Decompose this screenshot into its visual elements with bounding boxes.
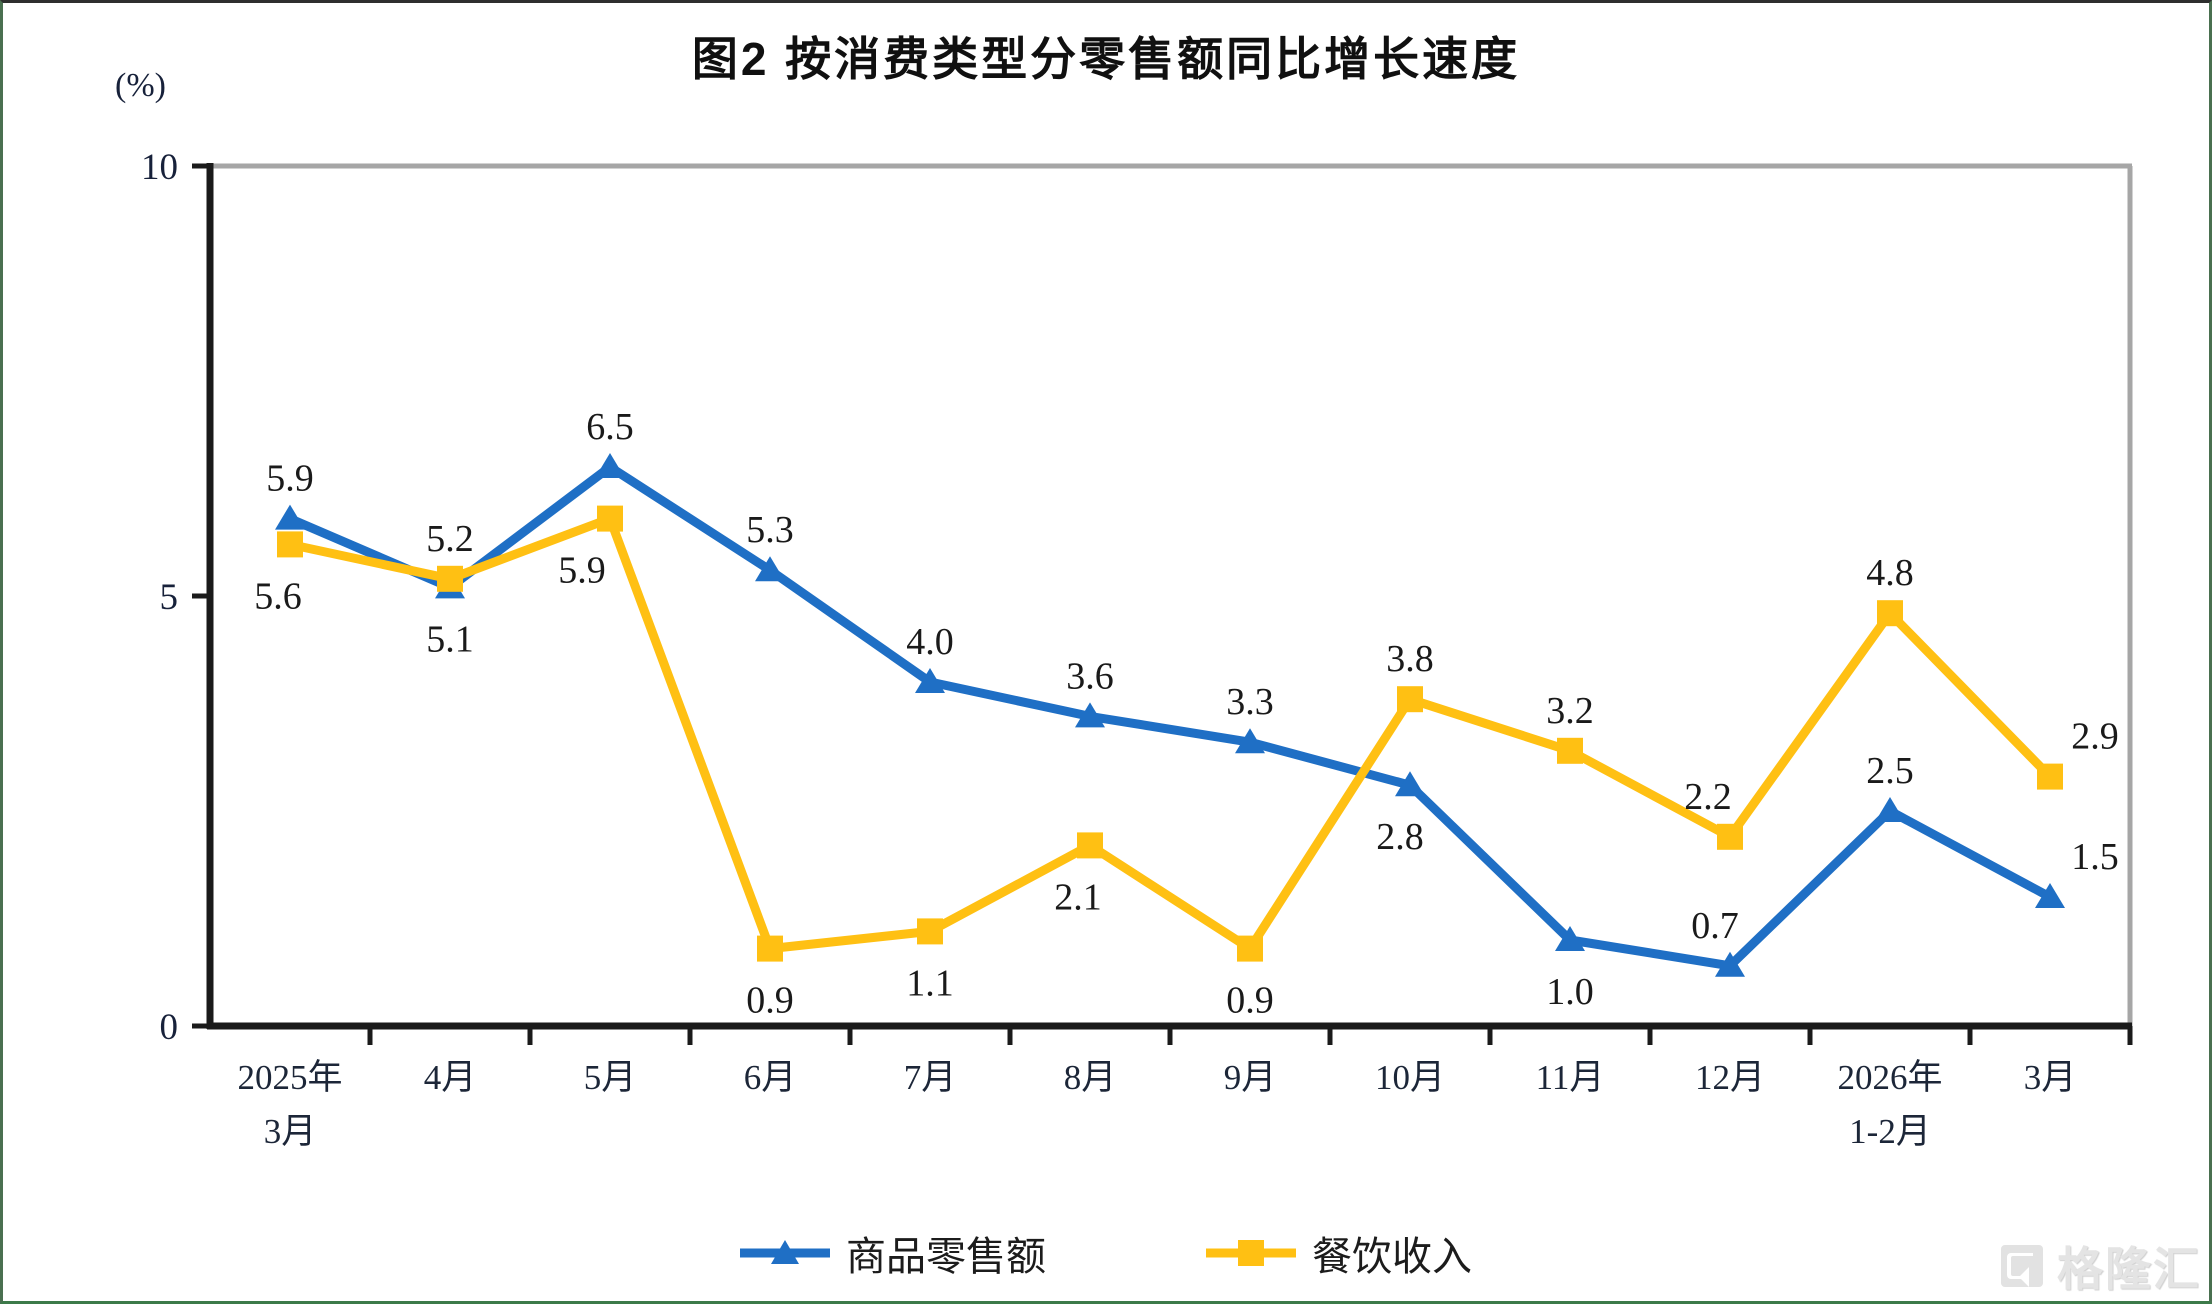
triangle-marker [755, 556, 785, 582]
triangle-marker [1555, 926, 1585, 951]
triangle-marker [275, 504, 305, 530]
data-label: 3.6 [1066, 655, 1114, 697]
data-label: 1.1 [906, 962, 954, 1004]
x-axis-label: 12月 [1694, 1058, 1765, 1097]
square-marker [757, 935, 783, 962]
x-axis-label: 4月 [423, 1058, 477, 1097]
square-marker [1717, 823, 1743, 850]
triangle-marker [1235, 728, 1265, 754]
x-axis-label: 8月 [1063, 1058, 1117, 1097]
series-line-goods-retail [285, 462, 2055, 971]
x-axis-label: 3月 [2023, 1058, 2077, 1097]
square-legend-marker-icon [1206, 1240, 1296, 1266]
data-label: 5.1 [426, 618, 474, 660]
triangle-marker [1395, 771, 1425, 797]
triangle-legend-marker-icon [740, 1240, 830, 1264]
square-marker [1557, 737, 1583, 764]
square-marker [437, 565, 463, 592]
data-label: 2.9 [2071, 716, 2119, 758]
data-label: 3.2 [1546, 690, 1594, 732]
x-axis-label: 11月 [1535, 1058, 1605, 1097]
data-label: 4.0 [906, 621, 954, 663]
square-marker [1397, 686, 1423, 713]
data-label: 6.5 [586, 406, 634, 448]
data-label: 3.8 [1386, 638, 1434, 680]
chart-title: 图2 按消费类型分零售额同比增长速度 [691, 33, 1521, 85]
data-label: 0.9 [1226, 980, 1274, 1022]
x-axis-label: 2026年 1-2月 [1837, 1058, 1943, 1152]
chart-legend: 商品零售额 餐饮收入 [3, 1221, 2209, 1285]
data-label: 3.3 [1226, 681, 1274, 723]
x-axis-label: 7月 [903, 1058, 957, 1097]
y-axis-tick-label: 5 [160, 577, 179, 618]
data-label: 2.8 [1376, 816, 1424, 858]
gelonghui-logo-icon [2001, 1245, 2043, 1287]
data-label: 0.9 [746, 980, 794, 1022]
triangle-marker [595, 453, 625, 478]
legend-label: 商品零售额 [846, 1234, 1046, 1279]
triangle-marker [1875, 797, 1905, 822]
triangle-marker [2035, 883, 2065, 908]
square-marker [1237, 935, 1263, 962]
watermark-text: 格隆汇 [2057, 1243, 2201, 1295]
square-marker [1877, 600, 1903, 627]
triangle-marker [915, 668, 945, 693]
x-axis-label: 5月 [583, 1058, 637, 1097]
line-chart-canvas: 0 5 10 5.9 5.1 6.5 5.3 4.0 3.6 3.3 2.8 1.0 0.7 2.5 1.5… [141, 147, 2133, 1048]
data-label: 5.6 [254, 575, 302, 617]
data-label: 1.0 [1546, 971, 1594, 1013]
triangle-marker [1715, 951, 1745, 977]
data-label: 5.2 [426, 518, 474, 560]
x-axis-label: 10月 [1374, 1058, 1445, 1097]
watermark: 格隆汇 [1995, 1233, 2201, 1299]
y-axis-tick-label: 0 [160, 1007, 179, 1048]
square-marker [1077, 832, 1103, 859]
triangle-marker [1075, 702, 1105, 728]
legend-label: 餐饮收入 [1312, 1234, 1472, 1279]
legend-item-catering-income: 餐饮收入 [1206, 1224, 1472, 1282]
data-label: 5.9 [558, 550, 606, 592]
y-axis-unit-label: (%) [115, 67, 166, 104]
data-label: 1.5 [2071, 836, 2119, 878]
data-label: 5.3 [746, 509, 794, 551]
data-label: 2.5 [1866, 750, 1914, 792]
data-label: 5.9 [266, 458, 314, 500]
series-line-catering-income [285, 514, 2055, 954]
x-axis-label: 2025年 3月 [237, 1058, 343, 1152]
square-marker [277, 531, 303, 558]
x-axis-label: 9月 [1223, 1058, 1277, 1097]
x-axis-label: 6月 [743, 1058, 797, 1097]
y-axis-tick-label: 10 [141, 147, 178, 188]
square-marker [597, 505, 623, 532]
data-label: 2.2 [1684, 776, 1732, 818]
legend-item-goods-retail: 商品零售额 [740, 1224, 1046, 1282]
data-label: 2.1 [1054, 876, 1102, 918]
data-label: 0.7 [1691, 905, 1739, 947]
square-marker [2037, 763, 2063, 790]
data-label: 4.8 [1866, 552, 1914, 594]
square-marker [917, 918, 943, 945]
